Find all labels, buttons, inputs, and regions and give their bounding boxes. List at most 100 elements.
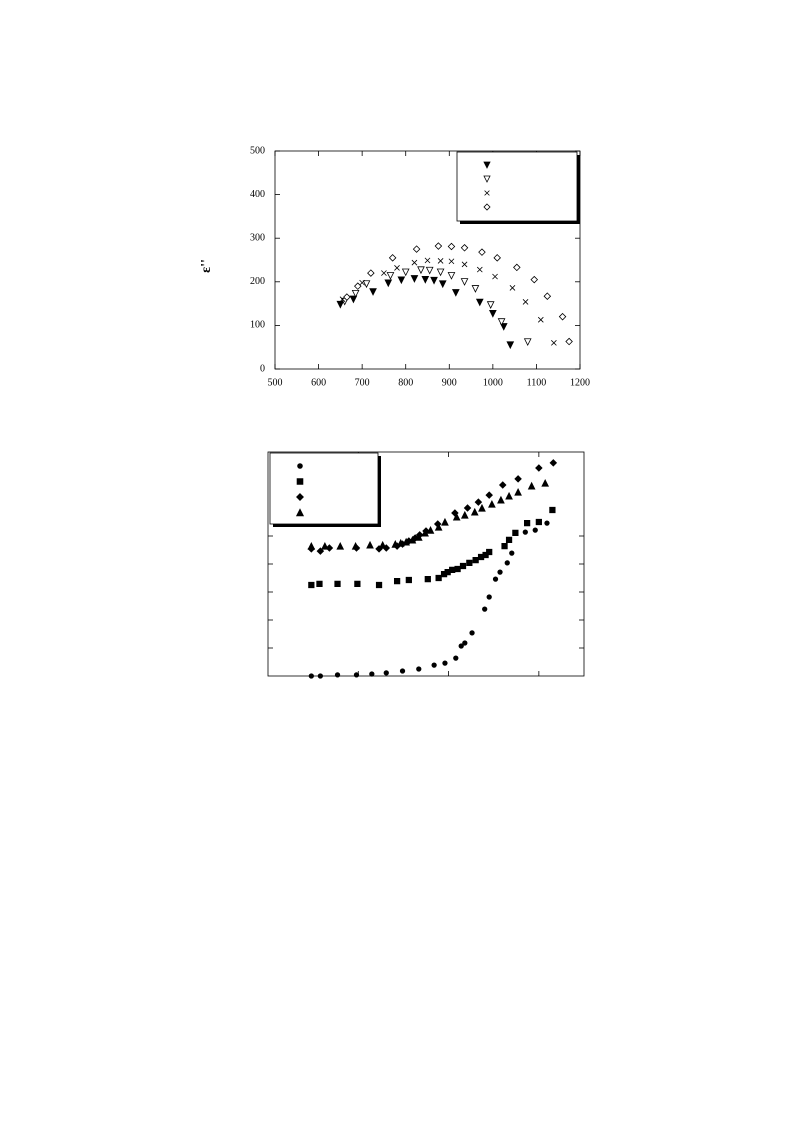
marker	[384, 279, 393, 288]
marker	[492, 576, 499, 582]
marker	[375, 581, 383, 589]
marker	[544, 520, 550, 526]
x-tick-label: 600	[311, 377, 326, 388]
marker	[541, 478, 550, 487]
marker	[393, 577, 401, 585]
marker	[402, 537, 410, 546]
y-tick-label: 400	[250, 189, 265, 200]
marker	[411, 259, 418, 266]
marker	[426, 526, 435, 534]
marker	[321, 541, 329, 550]
marker	[343, 293, 351, 301]
marker	[369, 671, 375, 677]
marker	[527, 481, 536, 490]
marker	[532, 527, 538, 533]
marker	[353, 672, 360, 678]
marker	[396, 538, 405, 547]
marker	[460, 510, 469, 519]
marker	[452, 512, 461, 521]
marker	[514, 475, 522, 483]
marker	[431, 662, 437, 668]
marker	[405, 576, 412, 584]
marker	[424, 576, 431, 583]
marker	[475, 298, 484, 307]
marker	[424, 257, 431, 264]
marker	[386, 272, 395, 280]
y-tick-label: 200	[250, 276, 265, 287]
x-tick-label: 900	[442, 377, 457, 388]
x-tick-label: 1200	[570, 377, 590, 388]
marker	[421, 276, 430, 284]
marker	[334, 580, 341, 587]
marker	[434, 242, 443, 250]
marker	[317, 673, 324, 679]
x-tick-label: 1000	[483, 377, 503, 388]
marker	[523, 338, 532, 347]
marker	[551, 339, 557, 346]
marker	[391, 540, 400, 548]
marker	[421, 528, 429, 537]
marker	[308, 581, 315, 589]
marker	[435, 574, 442, 582]
marker	[505, 536, 513, 544]
legend-marker	[295, 508, 305, 517]
marker	[351, 541, 360, 550]
marker	[369, 288, 377, 296]
marker	[549, 506, 556, 514]
marker	[441, 517, 449, 526]
marker	[477, 553, 485, 561]
marker	[482, 606, 488, 612]
y-tick-label: 300	[250, 232, 265, 243]
marker	[437, 258, 444, 264]
marker	[336, 541, 345, 550]
marker	[351, 289, 360, 298]
marker	[505, 491, 513, 500]
marker	[498, 481, 507, 489]
marker	[349, 295, 358, 304]
marker	[417, 266, 425, 275]
marker	[486, 594, 492, 600]
marker	[512, 529, 519, 537]
marker	[449, 566, 456, 573]
y-tick-label: 0	[260, 363, 265, 374]
marker	[410, 275, 419, 283]
marker	[535, 518, 542, 526]
marker	[471, 285, 480, 293]
marker	[308, 673, 314, 679]
marker	[362, 280, 371, 289]
marker	[478, 503, 486, 512]
marker	[447, 272, 456, 280]
marker	[458, 643, 464, 649]
marker	[412, 245, 421, 253]
legend	[269, 452, 379, 525]
marker	[535, 464, 543, 472]
x-tick-label: 700	[355, 377, 370, 388]
marker	[530, 275, 539, 284]
legend-marker	[297, 463, 303, 469]
marker	[558, 312, 567, 321]
marker	[493, 254, 501, 262]
marker	[489, 310, 497, 318]
legend-marker	[483, 161, 491, 169]
marker	[497, 318, 506, 327]
marker	[336, 300, 345, 309]
marker	[316, 547, 325, 555]
x-tick-label: 500	[268, 377, 283, 388]
legend-marker	[484, 190, 490, 196]
marker	[359, 279, 365, 286]
marker	[397, 276, 406, 285]
marker	[470, 507, 479, 516]
marker	[565, 337, 573, 346]
legend-marker	[483, 203, 491, 211]
marker	[514, 487, 522, 496]
marker	[486, 301, 495, 310]
marker	[401, 268, 410, 277]
marker	[394, 265, 400, 271]
legend-marker	[296, 478, 304, 485]
marker	[453, 655, 459, 661]
marker	[474, 498, 483, 506]
marker	[447, 242, 456, 251]
marker	[444, 569, 451, 576]
legend-marker	[296, 493, 304, 501]
marker	[522, 529, 528, 535]
